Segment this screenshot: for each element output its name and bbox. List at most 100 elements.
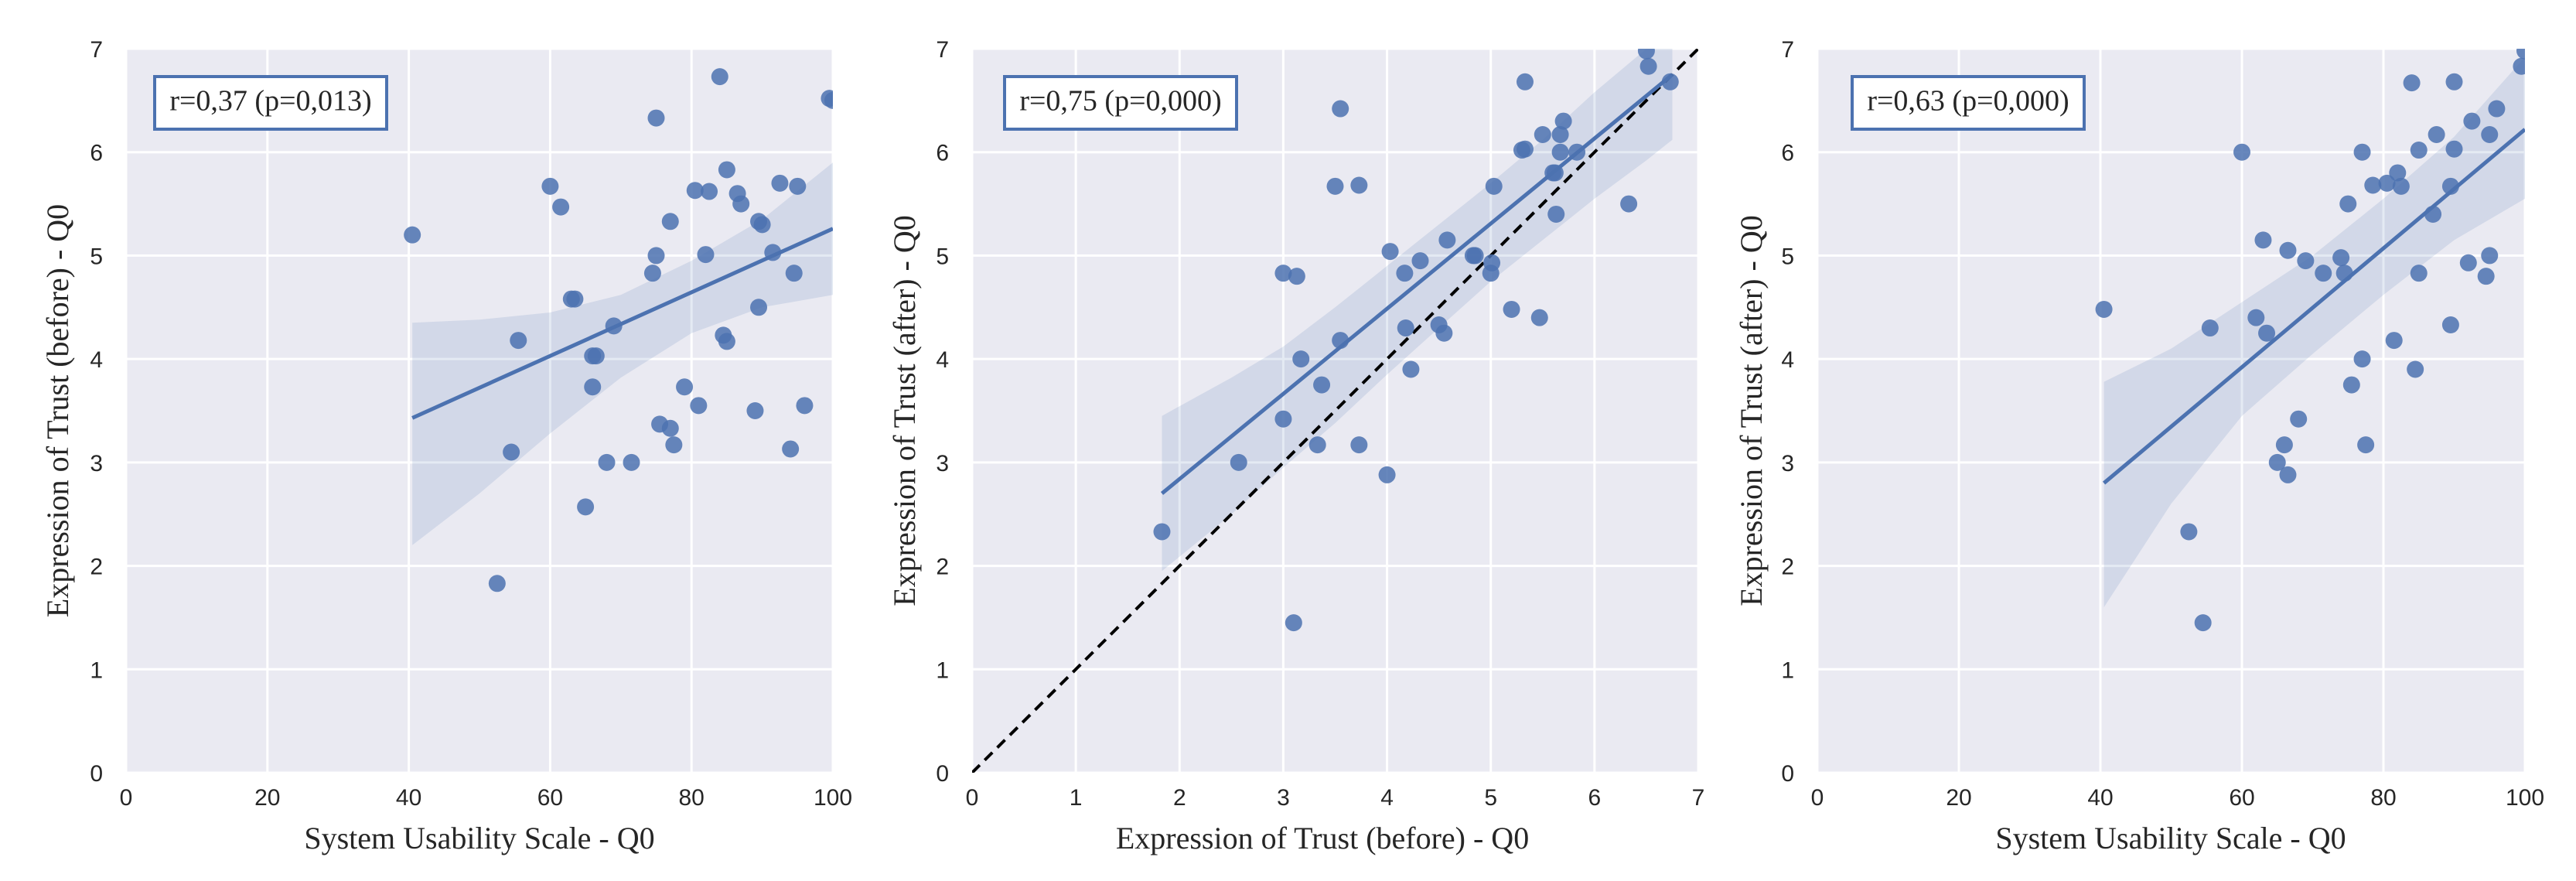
scatter-point (1397, 319, 1414, 337)
scatter-point (1485, 177, 1503, 195)
scatter-point (1285, 614, 1302, 632)
scatter-point (753, 216, 771, 234)
scatter-point (1288, 268, 1305, 285)
scatter-point (1637, 49, 1655, 60)
subplot-3: 0 20 40 60 80 100 0 1 2 3 4 5 6 7 r=0,63 (p=0,000) Sy… (1734, 37, 2544, 855)
scatter-point (1402, 360, 1420, 378)
scatter-point (796, 397, 814, 415)
scatter-point (2194, 614, 2212, 632)
x-tick-label: 60 (537, 785, 563, 811)
scatter-point (1516, 140, 1534, 158)
annotation-box-2: r=0,75 (p=0,000) (1003, 75, 1238, 131)
y-tick-label: 2 (90, 555, 103, 580)
plot-area-1 (126, 49, 833, 773)
scatter-point (711, 68, 728, 86)
ticks-2: 0 1 2 3 4 5 6 7 0 1 2 3 4 5 6 7 (936, 37, 1704, 811)
y-tick-label: 4 (1781, 347, 1794, 373)
scatter-point (2258, 324, 2276, 342)
scatter-point (1396, 265, 1414, 282)
x-axis-label-3: System Usability Scale - Q0 (1995, 821, 2346, 855)
x-tick-label: 20 (1946, 785, 1971, 811)
y-tick-label: 0 (1781, 761, 1794, 787)
scatter-point (2477, 268, 2495, 285)
y-axis-label-2: Expression of Trust (after) - Q0 (887, 215, 922, 606)
scatter-point (2407, 360, 2424, 378)
plot-area-3 (1817, 49, 2525, 773)
scatter-point (541, 177, 559, 195)
x-tick-label: 4 (1380, 785, 1394, 811)
x-tick-label: 3 (1277, 785, 1290, 811)
scatter-point (771, 174, 789, 192)
x-tick-label: 5 (1484, 785, 1497, 811)
y-tick-label: 0 (936, 761, 949, 787)
scatter-point (2441, 177, 2459, 195)
scatter-point (665, 436, 683, 454)
x-tick-label: 0 (1811, 785, 1824, 811)
scatter-point (2254, 231, 2272, 249)
y-tick-label: 2 (1781, 555, 1794, 580)
y-tick-label: 6 (90, 141, 103, 166)
scatter-point (2385, 332, 2403, 350)
y-tick-label: 5 (936, 244, 949, 269)
gridlines-2 (971, 47, 1700, 774)
annotation-text-2: r=0,75 (p=0,000) (1019, 85, 1221, 118)
gridlines-3 (1816, 47, 2527, 774)
scatter-point (566, 290, 584, 308)
y-tick-label: 1 (1781, 657, 1794, 683)
scatter-point (2290, 410, 2308, 428)
ticks-1: 0 20 40 60 80 100 0 1 2 3 4 5 6 7 (90, 37, 852, 811)
scatter-point (584, 378, 602, 396)
scatter-point (2441, 316, 2459, 334)
scatter-point (1308, 436, 1326, 454)
x-tick-label: 0 (966, 785, 979, 811)
scatter-point (647, 109, 665, 127)
y-tick-label: 7 (936, 37, 949, 63)
scatter-point (623, 453, 640, 471)
annotation-box-3: r=0,63 (p=0,000) (1851, 75, 2086, 131)
scatter-point (2378, 174, 2396, 192)
scatter-point (1547, 205, 1565, 223)
scatter-point (605, 317, 623, 335)
y-tick-label: 3 (936, 451, 949, 476)
y-axis-label-1: Expression of Trust (before) - Q0 (40, 204, 75, 617)
scatter-point (1274, 265, 1292, 282)
scatter-point (643, 265, 661, 282)
scatter-point (2410, 265, 2428, 282)
scatter-point (1435, 324, 1453, 342)
y-tick-label: 2 (936, 555, 949, 580)
marks-3 (2095, 49, 2525, 632)
scatter-point (647, 247, 665, 265)
scatter-point (1313, 376, 1331, 394)
scatter-point (782, 440, 800, 458)
scatter-point (789, 177, 807, 195)
scatter-point (2481, 247, 2499, 265)
scatter-point (2481, 125, 2499, 143)
scatter-point (2233, 143, 2250, 161)
scatter-point (2410, 142, 2428, 159)
scatter-point (1153, 523, 1171, 541)
scatter-point (732, 195, 750, 213)
confidence-band (2103, 56, 2525, 608)
scatter-point (2315, 265, 2332, 282)
scatter-point (1332, 100, 1349, 118)
scatter-point (2342, 376, 2360, 394)
y-tick-label: 1 (90, 657, 103, 683)
scatter-point (676, 378, 694, 396)
scatter-point (1503, 300, 1520, 318)
scatter-point (488, 575, 506, 592)
scatter-point (701, 183, 718, 200)
annotation-text-3: r=0,63 (p=0,000) (1867, 85, 2069, 118)
x-tick-label: 80 (2370, 785, 2396, 811)
scatter-point (750, 299, 768, 316)
scatter-point (697, 246, 715, 264)
annotation-box-1: r=0,37 (p=0,013) (153, 75, 388, 131)
scatter-point (598, 453, 616, 471)
marks-1 (404, 68, 833, 592)
y-tick-label: 6 (1781, 141, 1794, 166)
y-tick-label: 4 (90, 347, 103, 373)
scatter-point (2247, 309, 2265, 326)
scatter-point (1326, 177, 1344, 195)
scatter-point (2335, 265, 2353, 282)
x-axis-label-2: Expression of Trust (before) - Q0 (1116, 821, 1529, 855)
y-tick-label: 5 (1781, 244, 1794, 269)
